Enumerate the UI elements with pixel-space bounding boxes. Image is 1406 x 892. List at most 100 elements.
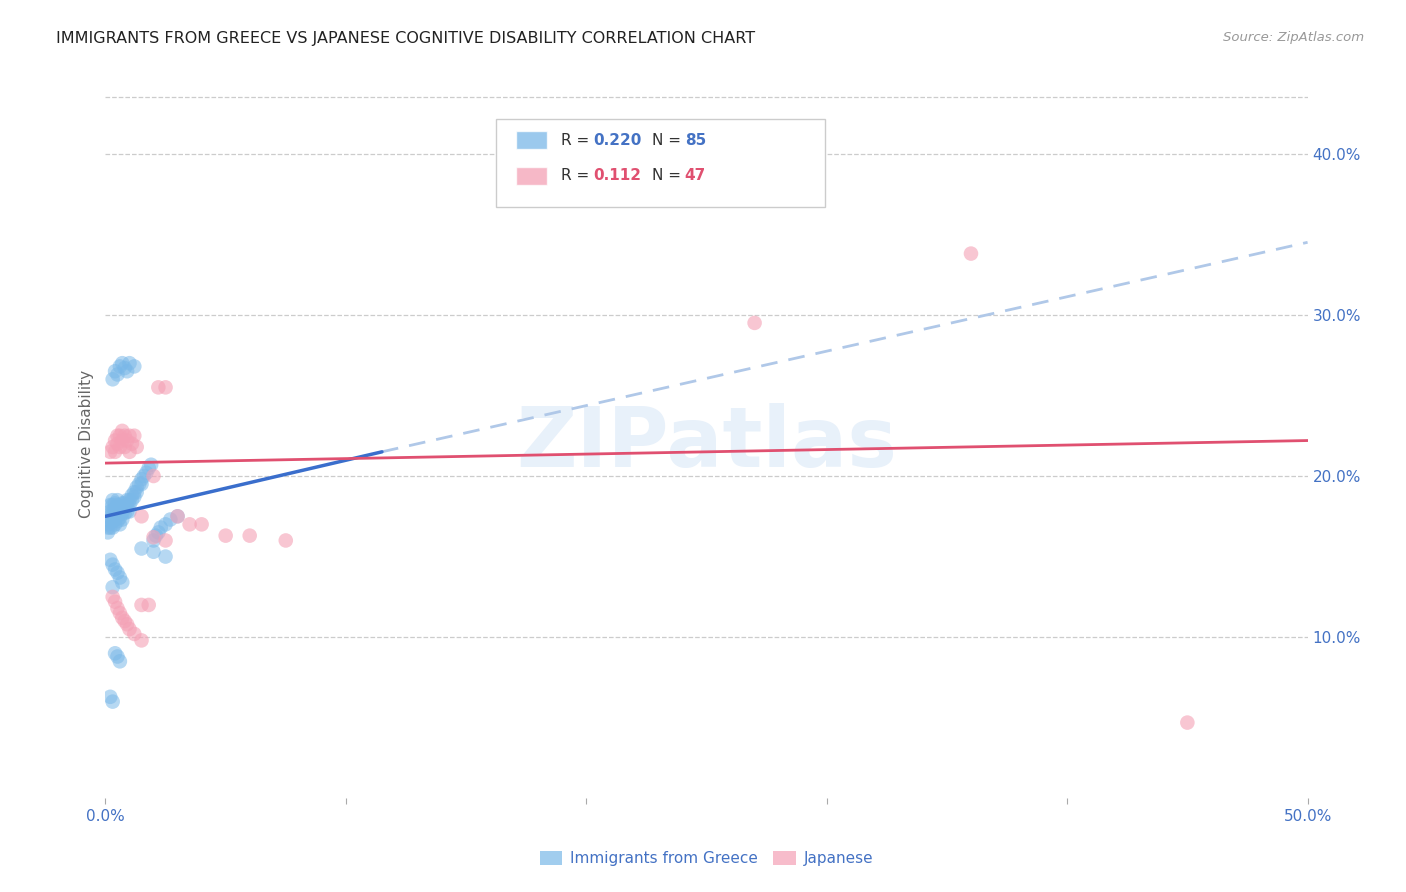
Point bbox=[148, 525, 170, 540]
Point bbox=[101, 514, 124, 528]
Point bbox=[104, 496, 127, 510]
Text: R =: R = bbox=[561, 133, 595, 147]
Point bbox=[108, 654, 131, 668]
Point bbox=[142, 530, 165, 544]
Point bbox=[114, 496, 136, 510]
Point bbox=[101, 590, 124, 604]
Point bbox=[104, 595, 127, 609]
Point bbox=[142, 533, 165, 548]
Point bbox=[142, 469, 165, 483]
Point bbox=[98, 514, 121, 528]
Text: N =: N = bbox=[652, 133, 686, 147]
Point bbox=[104, 562, 127, 576]
Point bbox=[131, 541, 153, 556]
Point bbox=[107, 649, 129, 664]
Point bbox=[132, 469, 155, 483]
Point bbox=[118, 428, 141, 442]
Text: 47: 47 bbox=[685, 169, 706, 183]
Point bbox=[118, 622, 141, 636]
Point bbox=[118, 356, 141, 370]
Point bbox=[121, 493, 143, 508]
Point bbox=[114, 361, 136, 376]
Point bbox=[107, 504, 129, 518]
Point bbox=[98, 553, 121, 567]
Point bbox=[111, 496, 134, 510]
Point bbox=[121, 488, 143, 502]
Legend: Immigrants from Greece, Japanese: Immigrants from Greece, Japanese bbox=[533, 845, 880, 872]
Point bbox=[108, 428, 131, 442]
Point bbox=[101, 504, 124, 518]
Point bbox=[108, 359, 131, 374]
Point bbox=[101, 493, 124, 508]
Point bbox=[101, 440, 124, 454]
Point bbox=[139, 458, 162, 472]
Point bbox=[274, 533, 297, 548]
Point bbox=[166, 509, 188, 524]
Point bbox=[131, 598, 153, 612]
Point bbox=[108, 501, 131, 516]
Point bbox=[107, 509, 129, 524]
Point bbox=[111, 512, 134, 526]
Point bbox=[114, 506, 136, 520]
Point bbox=[97, 525, 120, 540]
Point bbox=[118, 493, 141, 508]
Point bbox=[111, 501, 134, 516]
Point bbox=[111, 575, 134, 590]
Point bbox=[155, 533, 177, 548]
Point bbox=[111, 356, 134, 370]
Point bbox=[155, 380, 177, 394]
Point bbox=[107, 601, 129, 615]
Point bbox=[142, 545, 165, 559]
Text: R =: R = bbox=[561, 169, 599, 183]
Point bbox=[124, 490, 146, 504]
Point bbox=[97, 517, 120, 532]
Point bbox=[114, 440, 136, 454]
Point bbox=[179, 517, 201, 532]
Point bbox=[114, 614, 136, 628]
Text: 85: 85 bbox=[685, 133, 706, 147]
Point bbox=[131, 509, 153, 524]
Point bbox=[98, 445, 121, 459]
Point bbox=[960, 246, 983, 260]
Point bbox=[148, 380, 170, 394]
Point bbox=[107, 514, 129, 528]
Point bbox=[98, 690, 121, 704]
Point bbox=[239, 528, 262, 542]
Point bbox=[155, 549, 177, 564]
Point bbox=[107, 368, 129, 382]
Point bbox=[1175, 715, 1198, 730]
Point bbox=[138, 598, 160, 612]
Point bbox=[131, 477, 153, 491]
Point bbox=[108, 506, 131, 520]
Point bbox=[149, 520, 172, 534]
Point bbox=[125, 485, 148, 500]
Point bbox=[108, 440, 131, 454]
Point bbox=[101, 580, 124, 594]
Point bbox=[124, 428, 146, 442]
Point bbox=[115, 493, 138, 508]
Point bbox=[104, 512, 127, 526]
Point bbox=[107, 436, 129, 450]
Point bbox=[101, 498, 124, 512]
Point bbox=[104, 445, 127, 459]
Point bbox=[101, 509, 124, 524]
Point bbox=[115, 364, 138, 378]
Point bbox=[135, 466, 157, 480]
Point bbox=[744, 316, 766, 330]
Point bbox=[107, 498, 129, 512]
Point bbox=[159, 512, 181, 526]
Text: Source: ZipAtlas.com: Source: ZipAtlas.com bbox=[1223, 31, 1364, 45]
Point bbox=[125, 480, 148, 494]
Point bbox=[98, 509, 121, 524]
Text: IMMIGRANTS FROM GREECE VS JAPANESE COGNITIVE DISABILITY CORRELATION CHART: IMMIGRANTS FROM GREECE VS JAPANESE COGNI… bbox=[56, 31, 755, 46]
Text: 0.220: 0.220 bbox=[593, 133, 641, 147]
Point bbox=[138, 461, 160, 475]
Point bbox=[107, 566, 129, 580]
Point bbox=[125, 440, 148, 454]
Point bbox=[155, 517, 177, 532]
Point bbox=[124, 627, 146, 641]
Point bbox=[101, 520, 124, 534]
Point bbox=[98, 504, 121, 518]
Point bbox=[101, 372, 124, 386]
Point bbox=[128, 477, 150, 491]
